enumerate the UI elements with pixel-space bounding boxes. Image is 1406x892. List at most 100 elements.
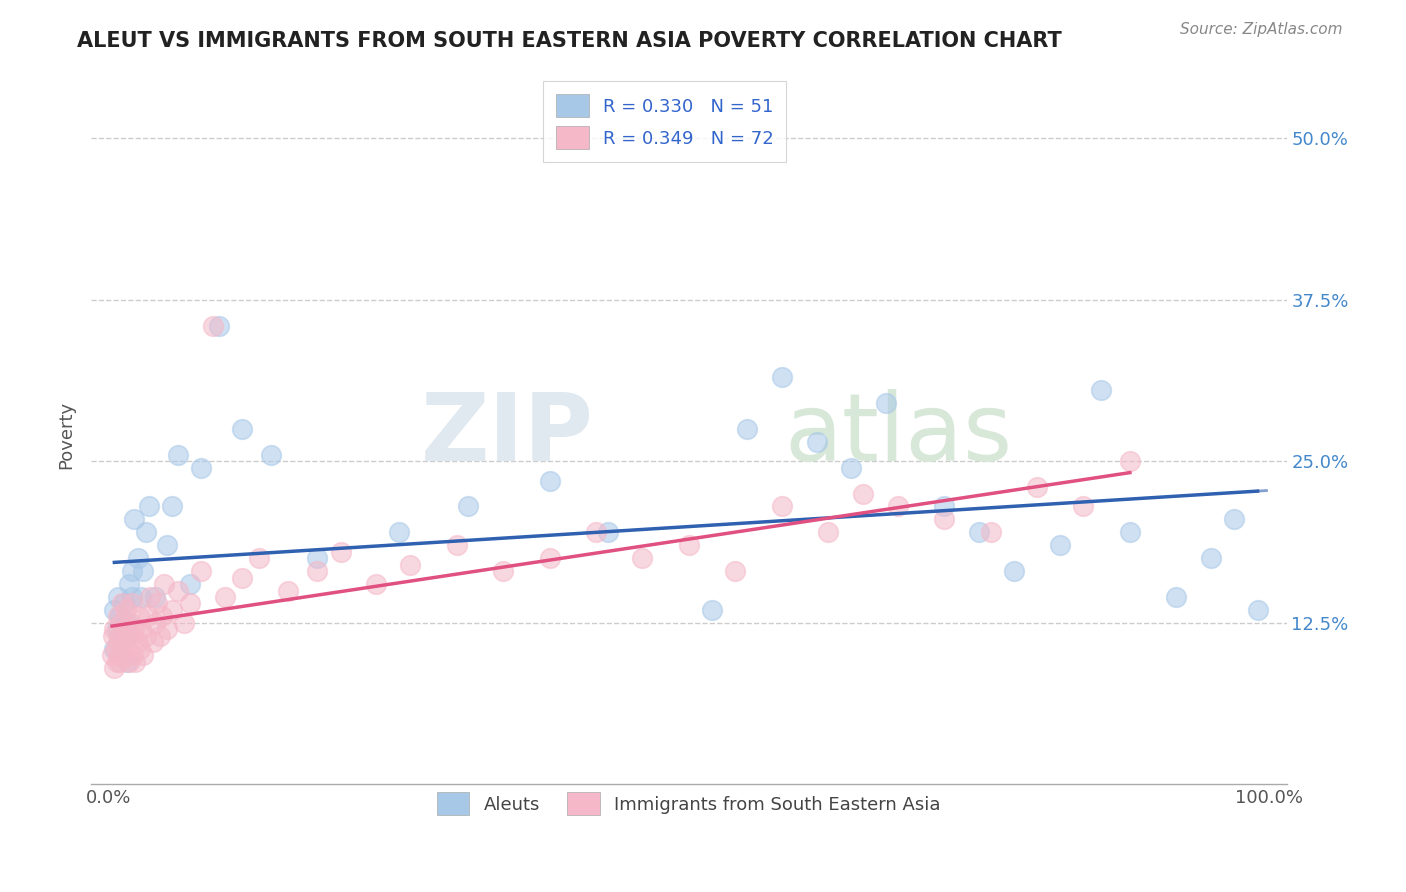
- Point: [138, 500, 160, 514]
- Point: [129, 641, 152, 656]
- Point: [127, 551, 149, 566]
- Point: [307, 551, 329, 566]
- Point: [111, 635, 134, 649]
- Point: [143, 590, 166, 604]
- Point: [967, 525, 990, 540]
- Point: [103, 622, 125, 636]
- Point: [114, 615, 136, 630]
- Point: [122, 648, 145, 662]
- Point: [249, 551, 271, 566]
- Point: [118, 577, 141, 591]
- Point: [107, 609, 129, 624]
- Point: [1166, 590, 1188, 604]
- Point: [841, 460, 863, 475]
- Point: [103, 629, 125, 643]
- Point: [118, 655, 141, 669]
- Point: [153, 577, 176, 591]
- Point: [492, 564, 515, 578]
- Point: [307, 564, 329, 578]
- Point: [107, 590, 129, 604]
- Point: [103, 661, 125, 675]
- Point: [122, 512, 145, 526]
- Point: [1119, 454, 1142, 468]
- Point: [115, 603, 138, 617]
- Legend: Aleuts, Immigrants from South Eastern Asia: Aleuts, Immigrants from South Eastern As…: [427, 783, 950, 824]
- Point: [135, 525, 157, 540]
- Point: [735, 422, 758, 436]
- Point: [105, 622, 128, 636]
- Point: [132, 564, 155, 578]
- Point: [724, 564, 747, 578]
- Point: [167, 583, 190, 598]
- Point: [190, 460, 212, 475]
- Point: [103, 603, 125, 617]
- Point: [103, 641, 125, 656]
- Point: [117, 615, 139, 630]
- Point: [162, 603, 184, 617]
- Point: [875, 396, 897, 410]
- Point: [121, 590, 143, 604]
- Point: [114, 648, 136, 662]
- Point: [770, 370, 793, 384]
- Point: [364, 577, 387, 591]
- Point: [108, 629, 131, 643]
- Point: [852, 486, 875, 500]
- Point: [700, 603, 723, 617]
- Point: [1026, 480, 1049, 494]
- Text: atlas: atlas: [785, 390, 1012, 482]
- Point: [122, 622, 145, 636]
- Point: [214, 590, 236, 604]
- Point: [108, 648, 131, 662]
- Point: [146, 597, 169, 611]
- Point: [105, 655, 128, 669]
- Point: [596, 525, 619, 540]
- Point: [142, 635, 165, 649]
- Point: [136, 609, 159, 624]
- Y-axis label: Poverty: Poverty: [58, 401, 75, 469]
- Point: [124, 655, 146, 669]
- Point: [111, 597, 134, 611]
- Text: ZIP: ZIP: [420, 390, 593, 482]
- Point: [1090, 383, 1112, 397]
- Point: [143, 615, 166, 630]
- Point: [162, 500, 184, 514]
- Point: [149, 629, 172, 643]
- Point: [260, 448, 283, 462]
- Point: [101, 648, 124, 662]
- Point: [108, 609, 131, 624]
- Point: [202, 318, 225, 333]
- Point: [179, 597, 201, 611]
- Text: Source: ZipAtlas.com: Source: ZipAtlas.com: [1180, 22, 1343, 37]
- Point: [678, 538, 700, 552]
- Point: [135, 629, 157, 643]
- Point: [1002, 564, 1025, 578]
- Point: [115, 629, 138, 643]
- Point: [770, 500, 793, 514]
- Point: [108, 629, 131, 643]
- Point: [155, 622, 177, 636]
- Point: [127, 635, 149, 649]
- Point: [115, 655, 138, 669]
- Point: [110, 615, 132, 630]
- Point: [111, 641, 134, 656]
- Point: [108, 655, 131, 669]
- Point: [115, 641, 138, 656]
- Point: [112, 629, 135, 643]
- Point: [934, 512, 956, 526]
- Point: [231, 422, 253, 436]
- Point: [121, 629, 143, 643]
- Point: [446, 538, 468, 552]
- Point: [631, 551, 654, 566]
- Point: [104, 641, 127, 656]
- Point: [129, 622, 152, 636]
- Point: [231, 571, 253, 585]
- Point: [120, 615, 142, 630]
- Point: [190, 564, 212, 578]
- Point: [115, 622, 138, 636]
- Point: [1073, 500, 1095, 514]
- Point: [150, 609, 173, 624]
- Point: [329, 545, 352, 559]
- Point: [277, 583, 299, 598]
- Point: [128, 609, 150, 624]
- Point: [139, 590, 162, 604]
